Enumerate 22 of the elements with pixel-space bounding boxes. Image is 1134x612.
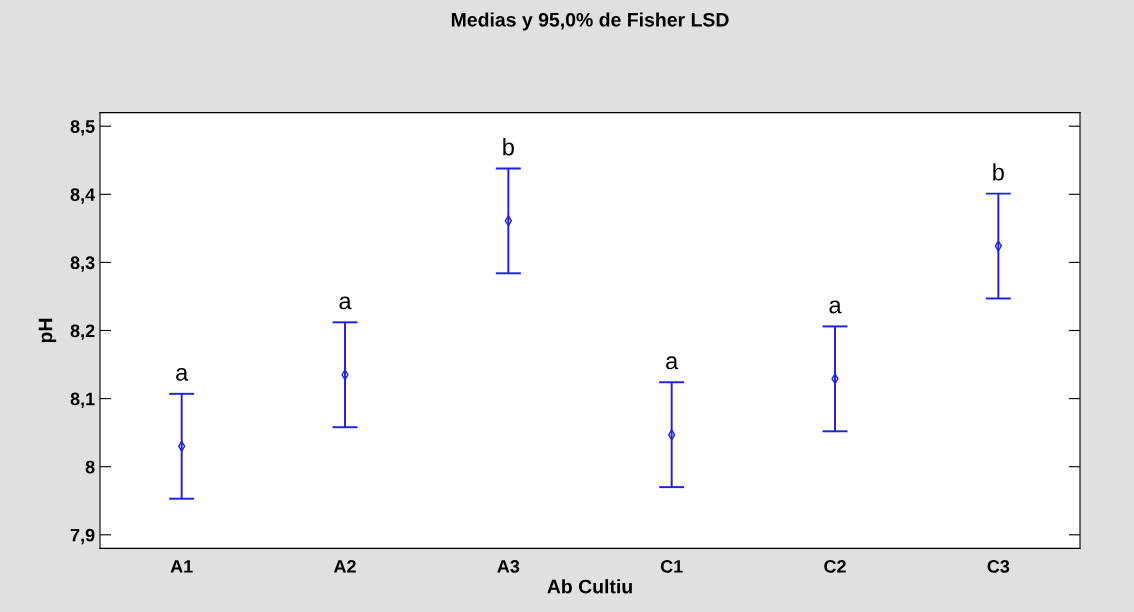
annotation: b bbox=[503, 138, 514, 156]
y-tick-label: 8,4 bbox=[70, 188, 96, 204]
chart-title: Medias y 95,0% de Fisher LSD bbox=[451, 12, 729, 31]
y-axis-title: pH bbox=[38, 318, 57, 343]
x-axis-title: Ab Cultiu bbox=[547, 579, 632, 594]
y-tick-label: 8,5 bbox=[70, 120, 95, 136]
x-tick-label: C2 bbox=[824, 560, 846, 573]
x-tick-label: A3 bbox=[497, 560, 520, 573]
x-tick-label: C3 bbox=[987, 560, 1010, 573]
y-tick-label: 7,9 bbox=[70, 528, 95, 545]
annotation: a bbox=[666, 356, 679, 370]
x-tick-label: A1 bbox=[170, 560, 193, 573]
y-tick-label: 8,1 bbox=[70, 392, 95, 408]
annotation: a bbox=[176, 367, 189, 381]
y-tick-label: 8,2 bbox=[70, 324, 95, 340]
x-tick-label: A2 bbox=[333, 560, 356, 573]
annotation: b bbox=[993, 163, 1004, 181]
annotation: a bbox=[829, 300, 842, 314]
annotation: a bbox=[339, 296, 352, 310]
y-tick-label: 8 bbox=[85, 460, 95, 474]
y-tick-label: 8,3 bbox=[70, 256, 95, 272]
x-tick-label: C1 bbox=[660, 560, 683, 573]
